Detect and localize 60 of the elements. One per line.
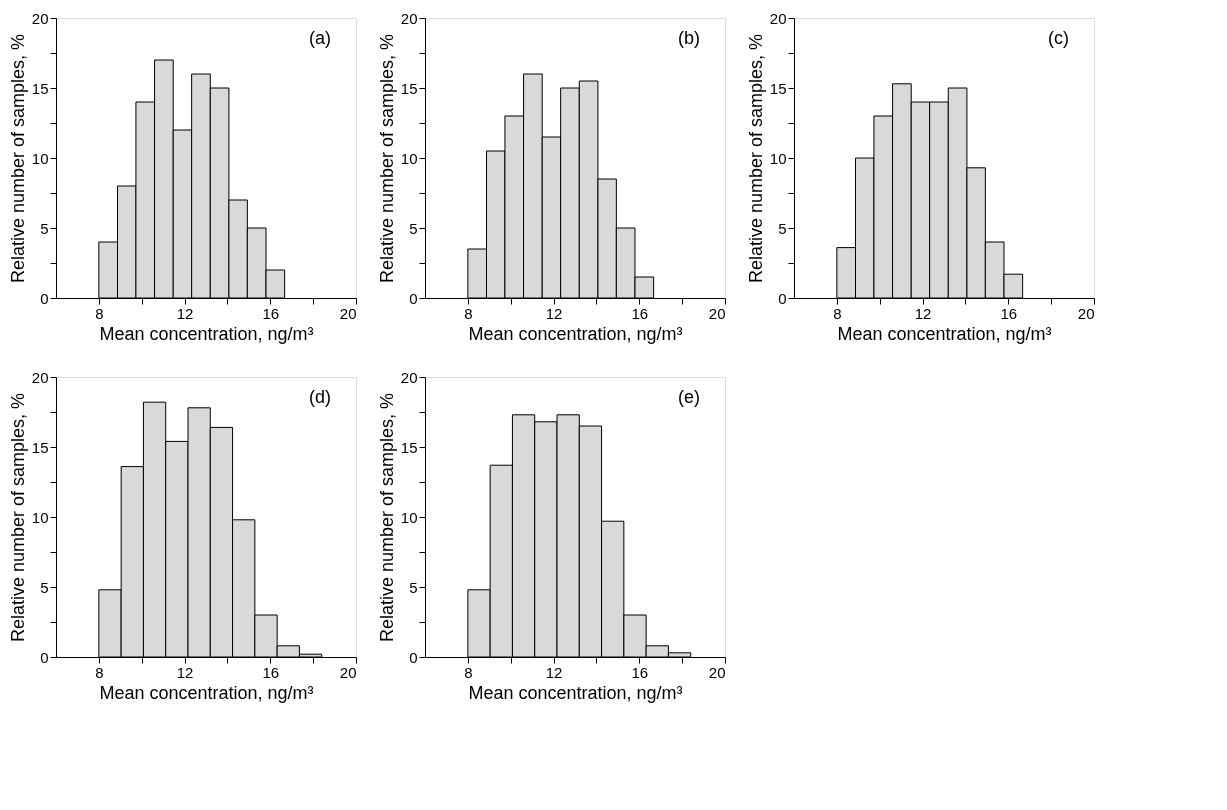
x-tick-label: 8	[464, 663, 473, 681]
y-tick-label: 20	[31, 9, 49, 27]
x-tick-label: 20	[1077, 304, 1095, 322]
x-tick-label: 12	[545, 663, 563, 681]
x-axis-title: Mean concentration, ng/m³	[468, 323, 683, 344]
x-tick-label: 16	[1000, 304, 1018, 322]
x-tick-label: 8	[95, 663, 104, 681]
y-tick-label: 5	[409, 219, 418, 237]
x-tick-label: 12	[914, 304, 932, 322]
x-axis-title: Mean concentration, ng/m³	[99, 682, 314, 703]
x-tick-label: 16	[262, 663, 280, 681]
x-tick-label: 16	[631, 304, 649, 322]
y-tick-label: 10	[400, 508, 418, 526]
y-tick-label: 0	[409, 289, 418, 307]
annotation: (d)	[309, 387, 331, 407]
x-tick-label: 16	[631, 663, 649, 681]
y-tick-label: 5	[409, 578, 418, 596]
y-tick-label: 5	[778, 219, 787, 237]
x-tick-label: 20	[339, 304, 357, 322]
annotation: (e)	[678, 387, 700, 407]
y-axis-title: Relative number of samples, %	[376, 392, 397, 643]
y-axis-title: Relative number of samples, %	[745, 33, 766, 284]
y-tick-label: 15	[400, 438, 418, 456]
x-tick-label: 8	[833, 304, 842, 322]
y-tick-label: 10	[400, 149, 418, 167]
y-tick-label: 5	[40, 578, 49, 596]
x-tick-label: 8	[464, 304, 473, 322]
x-tick-label: 20	[708, 663, 726, 681]
y-tick-label: 10	[31, 149, 49, 167]
x-tick-label: 20	[708, 304, 726, 322]
y-tick-label: 0	[778, 289, 787, 307]
x-axis-title: Mean concentration, ng/m³	[99, 323, 314, 344]
annotation: (a)	[309, 28, 331, 48]
y-tick-label: 0	[40, 648, 49, 666]
y-tick-label: 0	[409, 648, 418, 666]
y-axis-title: Relative number of samples, %	[376, 33, 397, 284]
y-tick-label: 20	[400, 9, 418, 27]
y-tick-label: 15	[769, 79, 787, 97]
y-tick-label: 20	[400, 368, 418, 386]
y-tick-label: 15	[31, 438, 49, 456]
x-axis-title: Mean concentration, ng/m³	[468, 682, 683, 703]
y-tick-label: 10	[31, 508, 49, 526]
x-axis-title: Mean concentration, ng/m³	[837, 323, 1052, 344]
y-tick-label: 5	[40, 219, 49, 237]
y-tick-label: 15	[31, 79, 49, 97]
y-tick-label: 20	[769, 9, 787, 27]
annotation: (c)	[1048, 28, 1069, 48]
x-tick-label: 12	[176, 663, 194, 681]
y-tick-label: 0	[40, 289, 49, 307]
x-tick-label: 16	[262, 304, 280, 322]
y-tick-label: 15	[400, 79, 418, 97]
y-tick-label: 20	[31, 368, 49, 386]
y-axis-title: Relative number of samples, %	[7, 33, 28, 284]
x-tick-label: 12	[545, 304, 563, 322]
y-tick-label: 10	[769, 149, 787, 167]
y-axis-title: Relative number of samples, %	[7, 392, 28, 643]
x-tick-label: 20	[339, 663, 357, 681]
x-tick-label: 8	[95, 304, 104, 322]
annotation: (b)	[678, 28, 700, 48]
x-tick-label: 12	[176, 304, 194, 322]
